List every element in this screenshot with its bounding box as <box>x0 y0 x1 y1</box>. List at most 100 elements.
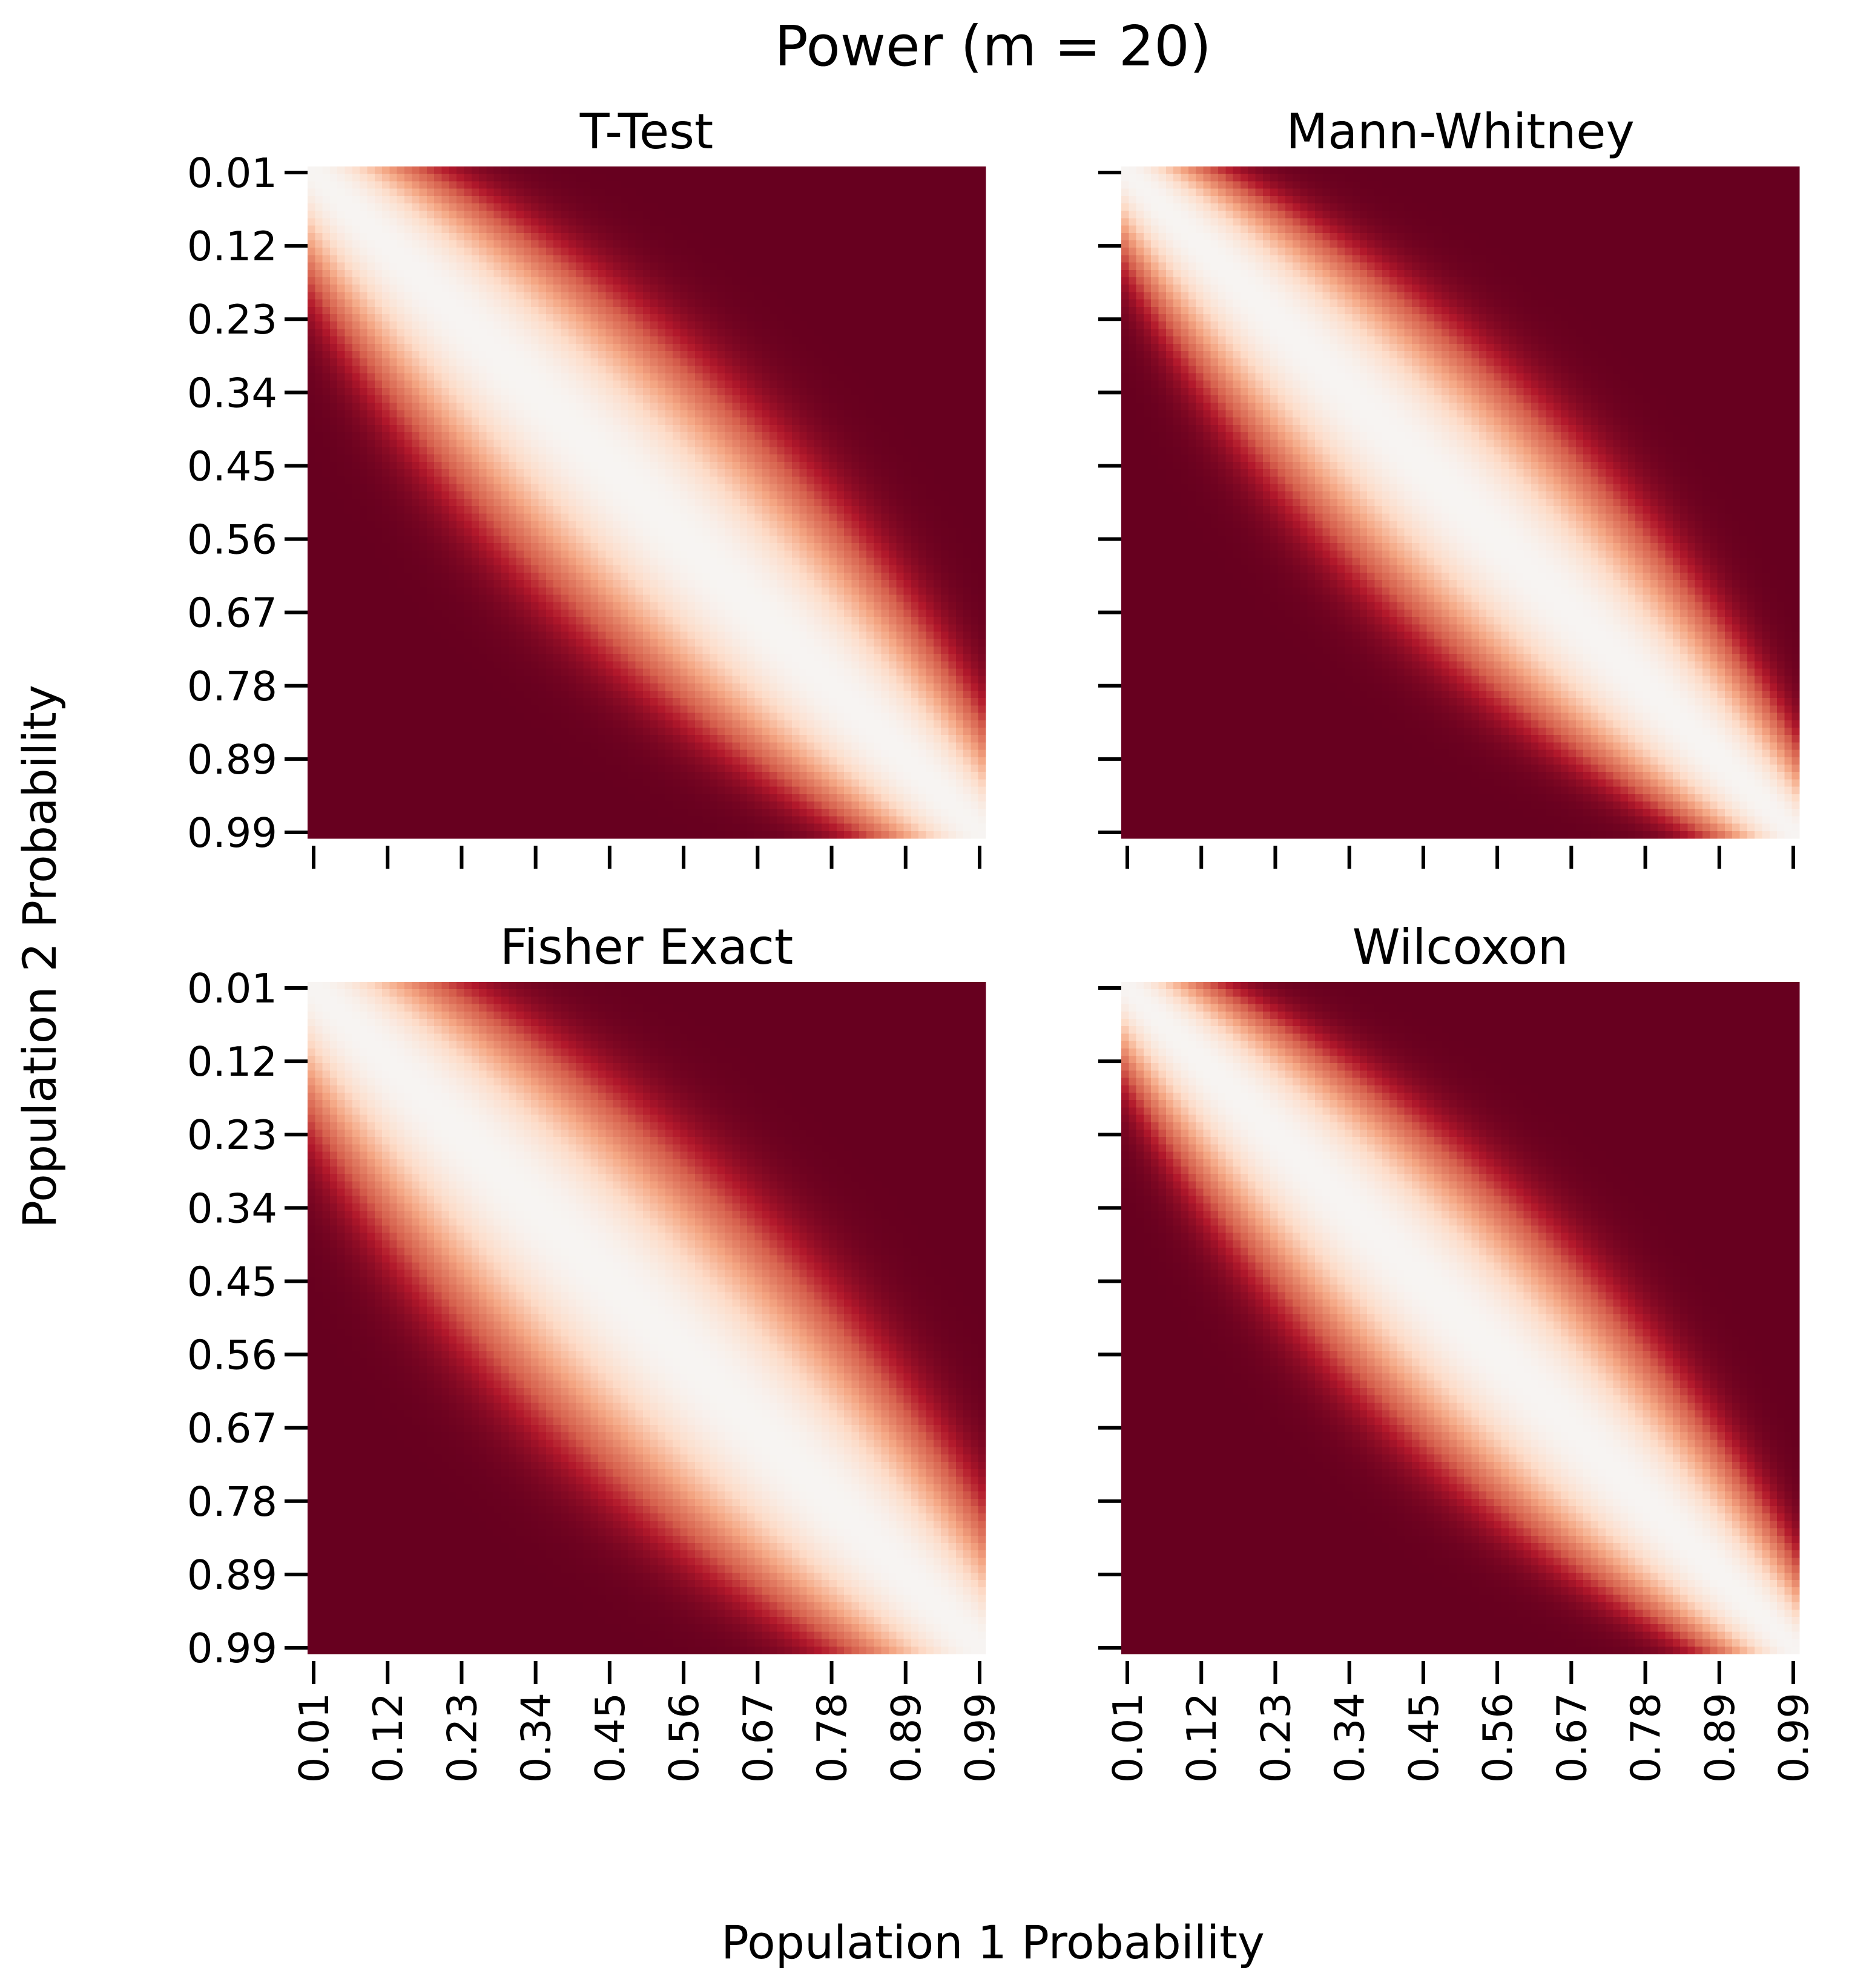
heatmap-cell <box>441 314 450 322</box>
heatmap-cell <box>352 565 360 573</box>
heatmap-cell <box>628 535 636 544</box>
heatmap-cell <box>948 461 957 470</box>
heatmap-cell <box>963 550 971 559</box>
heatmap-cell <box>702 269 711 278</box>
heatmap-cell <box>955 410 964 418</box>
heatmap-cell <box>844 476 852 485</box>
heatmap-cell <box>889 336 897 344</box>
heatmap-cell <box>501 380 509 389</box>
heatmap-cell <box>754 543 763 551</box>
heatmap-cell <box>583 476 592 485</box>
heatmap-cell <box>360 366 368 374</box>
heatmap-cell <box>329 285 338 292</box>
heatmap-cell <box>568 188 576 197</box>
heatmap-cell <box>561 403 569 411</box>
heatmap-cell <box>948 277 957 285</box>
heatmap-cell <box>799 166 808 174</box>
heatmap-cell <box>806 351 815 359</box>
heatmap-cell <box>762 417 770 426</box>
heatmap-cell <box>747 417 756 426</box>
heatmap-cell <box>859 550 867 559</box>
heatmap-cell <box>814 196 822 204</box>
heatmap-cell <box>687 380 696 389</box>
heatmap-cell <box>531 329 539 337</box>
heatmap-cell <box>464 174 472 182</box>
heatmap-cell <box>352 262 360 271</box>
heatmap-cell <box>642 476 651 485</box>
heatmap-cell <box>308 218 315 226</box>
heatmap-cell <box>926 166 934 174</box>
heatmap-cell <box>739 255 748 263</box>
heatmap-cell <box>665 188 673 197</box>
heatmap-cell <box>739 535 748 544</box>
heatmap-cell <box>911 410 919 418</box>
heatmap-cell <box>896 211 905 219</box>
heatmap-cell <box>903 285 912 292</box>
heatmap-cell <box>859 410 867 418</box>
heatmap-cell <box>814 248 822 255</box>
heatmap-cell <box>538 329 547 337</box>
heatmap-cell <box>881 403 889 411</box>
heatmap-cell <box>501 558 509 566</box>
heatmap-cell <box>523 373 532 381</box>
heatmap-cell <box>568 513 576 522</box>
heatmap-cell <box>308 439 315 448</box>
heatmap-cell <box>814 543 822 551</box>
heatmap-cell <box>695 225 703 234</box>
heatmap-cell <box>963 491 971 499</box>
heatmap-cell <box>650 535 659 544</box>
heatmap-cell <box>352 535 360 544</box>
heatmap-cell <box>434 248 443 255</box>
heatmap-cell <box>739 285 748 292</box>
heatmap-cell <box>471 439 480 448</box>
heatmap-cell <box>762 447 770 455</box>
heatmap-cell <box>628 417 636 426</box>
heatmap-cell <box>911 543 919 551</box>
heatmap-cell <box>434 535 443 544</box>
heatmap-cell <box>441 484 450 492</box>
heatmap-cell <box>918 558 927 566</box>
heatmap-cell <box>732 196 740 204</box>
heatmap-cell <box>553 314 562 322</box>
heatmap-cell <box>665 299 673 308</box>
heatmap-cell <box>650 417 659 426</box>
heatmap-cell <box>784 299 793 308</box>
heatmap-cell <box>926 285 934 292</box>
heatmap-cell <box>687 211 696 219</box>
heatmap-cell <box>315 461 323 470</box>
heatmap-cell <box>382 543 390 551</box>
heatmap-cell <box>725 513 733 522</box>
heatmap-cell <box>933 292 941 300</box>
heatmap-cell <box>352 528 360 536</box>
heatmap-cell <box>367 306 375 315</box>
heatmap-cell <box>836 403 845 411</box>
heatmap-cell <box>881 513 889 522</box>
heatmap-cell <box>806 506 815 514</box>
heatmap-cell <box>784 528 793 536</box>
heatmap-cell <box>523 232 532 241</box>
heatmap-cell <box>896 498 905 507</box>
heatmap-cell <box>545 285 554 292</box>
heatmap-cell <box>658 329 666 337</box>
heatmap-cell <box>739 196 748 204</box>
heatmap-cell <box>628 558 636 566</box>
heatmap-cell <box>784 269 793 278</box>
heatmap-cell <box>598 535 606 544</box>
heatmap-cell <box>523 181 532 189</box>
heatmap-cell <box>635 306 644 315</box>
heatmap-cell <box>889 491 897 499</box>
heatmap-cell <box>479 454 487 462</box>
heatmap-cell <box>799 410 808 418</box>
heatmap-cell <box>426 196 435 204</box>
heatmap-cell <box>777 366 785 374</box>
heatmap-cell <box>382 380 390 389</box>
heatmap-cell <box>762 255 770 263</box>
heatmap-cell <box>635 366 644 374</box>
heatmap-cell <box>903 506 912 514</box>
heatmap-cell <box>747 329 756 337</box>
heatmap-cell <box>449 550 457 559</box>
heatmap-cell <box>836 314 845 322</box>
heatmap-cell <box>404 174 412 182</box>
heatmap-cell <box>561 269 569 278</box>
heatmap-cell <box>926 262 934 271</box>
